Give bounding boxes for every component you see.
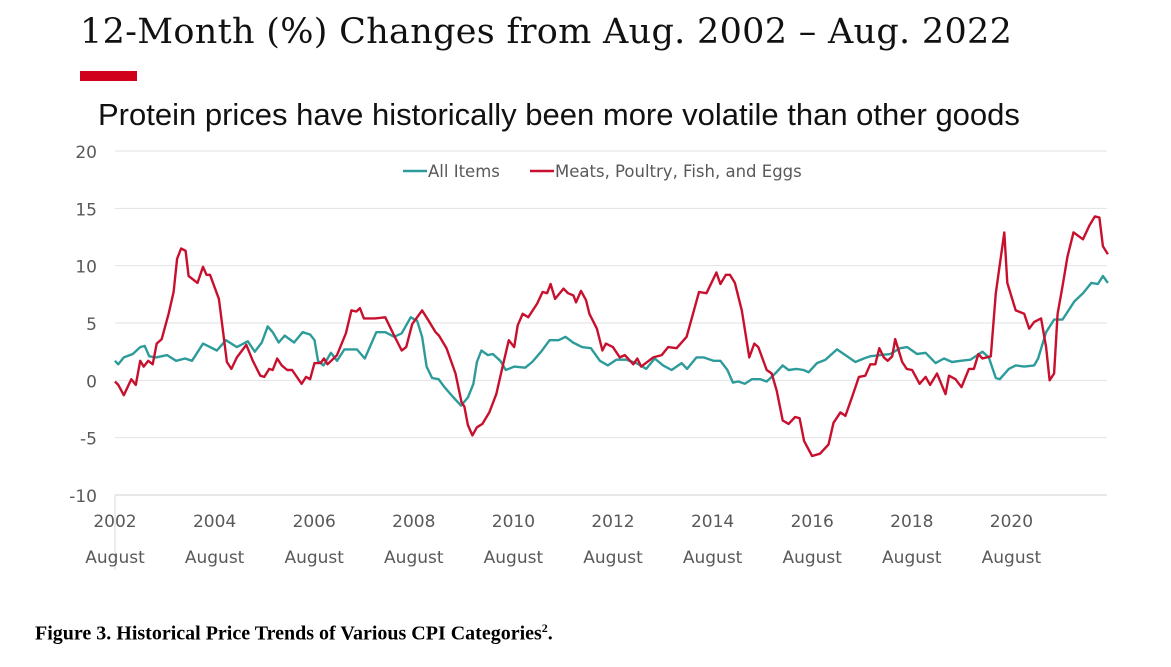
legend-label: All Items xyxy=(428,162,500,181)
x-tick-label: 2020 xyxy=(990,512,1033,532)
caption-text: Figure 3. Historical Price Trends of Var… xyxy=(35,622,542,645)
legend-label: Meats, Poultry, Fish, and Eggs xyxy=(555,162,802,181)
x-tick-label: 2010 xyxy=(492,512,535,532)
y-tick-label: 0 xyxy=(86,372,97,392)
y-tick-label: 20 xyxy=(75,143,97,163)
x-tick-sublabel: August xyxy=(384,548,444,568)
x-tick-label: 2006 xyxy=(293,512,336,532)
y-axis-ticks: -10 -5 0 5 10 15 20 xyxy=(69,143,97,507)
caption-end: . xyxy=(547,622,553,645)
x-tick-label: 2012 xyxy=(591,512,634,532)
x-tick-label: 2014 xyxy=(691,512,734,532)
figure-caption: Figure 3. Historical Price Trends of Var… xyxy=(35,621,553,646)
gridlines xyxy=(114,150,1107,570)
x-tick-label: 2018 xyxy=(890,512,933,532)
series-lines xyxy=(114,215,1109,458)
page-title: 12-Month (%) Changes from Aug. 2002 – Au… xyxy=(80,12,1013,52)
x-tick-sublabel: August xyxy=(982,548,1042,568)
x-tick-label: 2016 xyxy=(791,512,834,532)
y-tick-label: -10 xyxy=(69,487,97,507)
legend: All Items Meats, Poultry, Fish, and Eggs xyxy=(403,162,802,181)
caption-superscript: 2 xyxy=(541,621,548,635)
x-tick-sublabel: August xyxy=(583,548,643,568)
series-line-meats-poultry-fish-eggs xyxy=(114,215,1109,458)
x-tick-sublabel: August xyxy=(185,548,245,568)
x-tick-label: 2004 xyxy=(193,512,236,532)
x-axis-ticks: 2002 August 2004 August 2006 August 2008 August… xyxy=(85,512,1041,568)
y-tick-label: 10 xyxy=(75,258,97,278)
x-tick-label: 2002 xyxy=(93,512,136,532)
y-tick-label: 5 xyxy=(86,315,97,335)
y-tick-label: -5 xyxy=(80,430,97,450)
x-tick-sublabel: August xyxy=(85,548,145,568)
x-tick-sublabel: August xyxy=(882,548,942,568)
x-tick-sublabel: August xyxy=(683,548,743,568)
y-tick-label: 15 xyxy=(75,200,97,220)
x-tick-sublabel: August xyxy=(484,548,544,568)
x-tick-label: 2008 xyxy=(392,512,435,532)
x-tick-sublabel: August xyxy=(284,548,344,568)
accent-bar xyxy=(80,71,137,81)
x-tick-sublabel: August xyxy=(782,548,842,568)
chart-subtitle: Protein prices have historically been mo… xyxy=(98,97,1020,132)
series-line-all-items xyxy=(114,274,1109,407)
